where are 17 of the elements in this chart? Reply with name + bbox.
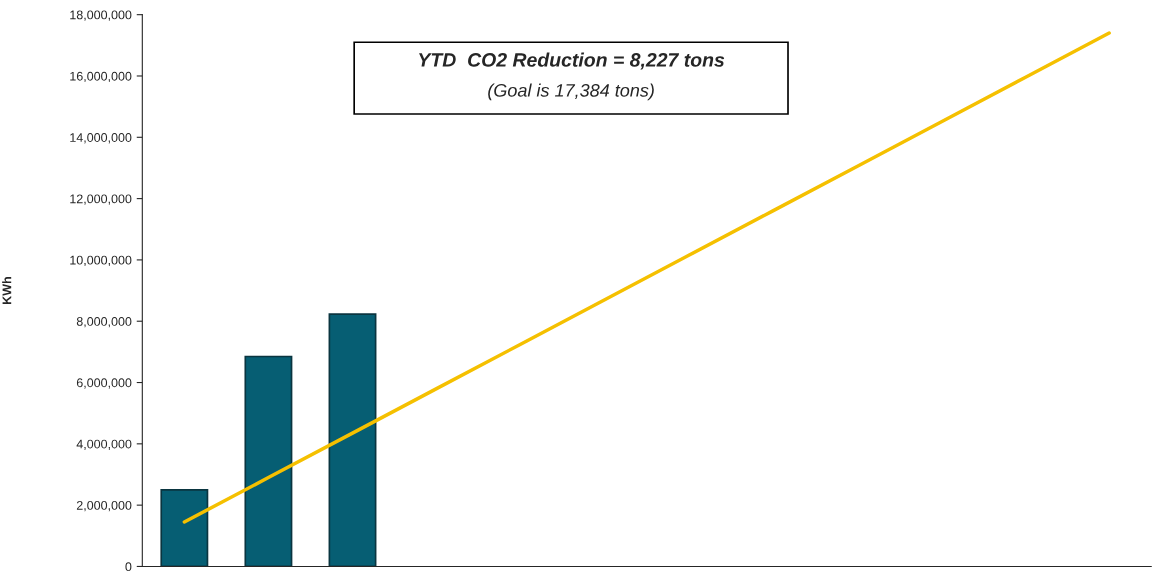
y-tick-label: 16,000,000 bbox=[70, 71, 132, 83]
y-axis-title: KWh bbox=[2, 277, 12, 304]
y-tick-label: 14,000,000 bbox=[70, 133, 132, 144]
annotation: YTD CO2 Reduction = 8,227 tons bbox=[419, 52, 725, 70]
y-tick-label: 4,000,000 bbox=[76, 439, 132, 450]
y-tick-label: 10,000,000 bbox=[70, 255, 132, 267]
y-tick-label: 18,000,000 bbox=[70, 10, 132, 21]
bar bbox=[160, 488, 209, 567]
bar bbox=[328, 313, 377, 567]
y-tick-label: 12,000,000 bbox=[70, 194, 132, 205]
y-tick-label: 6,000,000 bbox=[76, 378, 132, 389]
y-tick-label: 0 bbox=[125, 562, 132, 572]
bar bbox=[244, 355, 293, 567]
y-tick-label: 8,000,000 bbox=[76, 317, 132, 328]
y-tick-label: 2,000,000 bbox=[76, 500, 132, 512]
line-series bbox=[182, 31, 1111, 524]
annotation: (Goal is 17,384 tons) bbox=[488, 83, 654, 101]
